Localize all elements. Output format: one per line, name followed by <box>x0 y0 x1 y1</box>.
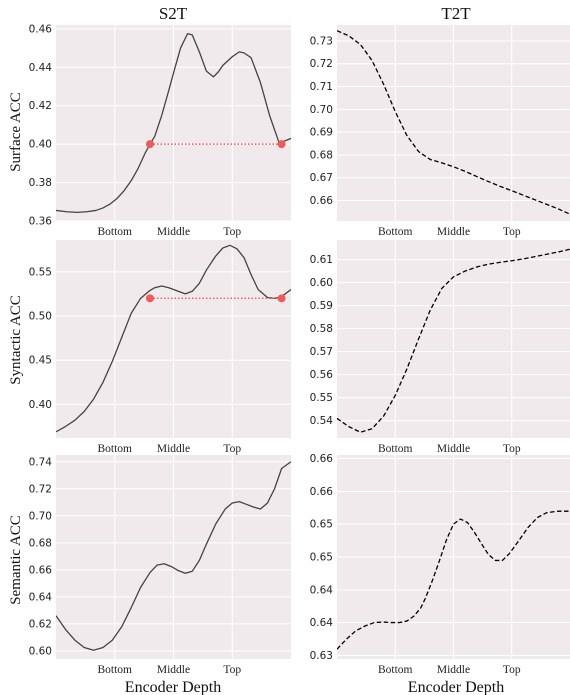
panel-s2t-syntactic: 0.40 0.45 0.50 0.55 Bottom Middle Top Syntactic… <box>8 240 291 455</box>
panel-t2t-syntactic: 0.54 0.55 0.56 0.57 0.58 0.59 0.60 0.61 Bottom Mi… <box>310 240 570 455</box>
x-tick-label: Middle <box>157 226 190 238</box>
y-tick-label: 0.54 <box>310 415 334 427</box>
y-tick-label: 0.36 <box>29 216 53 228</box>
y-tick-label: 0.70 <box>310 104 333 116</box>
y-tick-label: 0.59 <box>310 300 333 312</box>
y-tick-label: 0.72 <box>310 58 333 70</box>
x-axis-label-t2t: Encoder Depth <box>408 679 504 695</box>
x-axis-label-s2t: Encoder Depth <box>125 679 221 695</box>
y-tick-label: 0.56 <box>310 369 334 381</box>
y-tick-label: 0.44 <box>29 62 53 74</box>
y-tick-label: 0.64 <box>29 591 53 603</box>
x-tick-label: Top <box>223 226 241 238</box>
x-tick-label: Top <box>223 664 241 676</box>
reference-marker-end <box>277 294 286 303</box>
y-tick-label: 0.64 <box>310 617 334 629</box>
y-tick-label: 0.58 <box>310 323 333 335</box>
y-tick-label: 0.45 <box>29 355 52 367</box>
x-tick-label: Top <box>503 226 521 238</box>
y-tick-label: 0.40 <box>29 139 52 151</box>
y-tick-label: 0.50 <box>29 311 52 323</box>
y-axis-label: Surface ACC <box>8 92 24 172</box>
y-tick-label: 0.68 <box>310 149 333 161</box>
y-tick-label: 0.63 <box>310 650 333 662</box>
y-tick-label: 0.57 <box>310 346 333 358</box>
y-tick-label: 0.66 <box>310 195 334 207</box>
y-tick-label: 0.42 <box>29 100 52 112</box>
x-tick-label: Bottom <box>97 664 132 676</box>
y-tick-label: 0.71 <box>310 81 333 93</box>
y-tick-label: 0.65 <box>310 518 333 530</box>
x-tick-label: Middle <box>437 664 470 676</box>
panel-s2t-surface: 0.36 0.38 0.40 0.42 0.44 0.46 Bottom Middle Top S… <box>8 23 291 238</box>
y-tick-label: 0.38 <box>29 177 52 189</box>
y-tick-label: 0.62 <box>29 618 52 630</box>
x-tick-label: Top <box>223 443 241 455</box>
series-line <box>337 510 570 650</box>
reference-marker-end <box>277 140 286 149</box>
series-line <box>337 248 570 433</box>
y-tick-label: 0.66 <box>310 486 334 498</box>
y-axis-label: Syntactic ACC <box>8 295 24 385</box>
y-tick-label: 0.68 <box>29 537 52 549</box>
reference-marker-start <box>146 140 154 149</box>
y-tick-label: 0.65 <box>310 552 333 564</box>
y-tick-label: 0.64 <box>310 585 334 597</box>
x-tick-label: Top <box>503 443 521 455</box>
y-tick-label: 0.55 <box>29 266 52 278</box>
y-tick-label: 0.66 <box>310 453 334 465</box>
x-tick-label: Middle <box>437 226 470 238</box>
x-tick-label: Middle <box>437 443 470 455</box>
series-line <box>56 33 291 213</box>
series-line <box>56 244 291 433</box>
series-line <box>56 461 291 651</box>
column-title-s2t: S2T <box>159 4 188 23</box>
x-tick-label: Bottom <box>378 664 413 676</box>
y-tick-label: 0.70 <box>29 510 52 522</box>
y-tick-label: 0.72 <box>29 483 52 495</box>
panels: 0.36 0.38 0.40 0.42 0.44 0.46 Bottom Middle Top S… <box>8 23 570 676</box>
y-tick-label: 0.74 <box>29 456 53 468</box>
x-tick-label: Bottom <box>378 443 413 455</box>
panel-t2t-semantic: 0.63 0.64 0.64 0.65 0.65 0.66 0.66 Bottom Middle… <box>310 453 570 676</box>
x-tick-label: Bottom <box>378 226 413 238</box>
x-tick-label: Bottom <box>97 226 132 238</box>
y-tick-label: 0.66 <box>29 564 53 576</box>
reference-marker-start <box>146 294 154 303</box>
y-tick-label: 0.60 <box>310 277 333 289</box>
x-tick-label: Bottom <box>97 443 132 455</box>
column-title-t2t: T2T <box>441 4 471 23</box>
x-tick-label: Top <box>503 664 521 676</box>
x-tick-label: Middle <box>157 664 190 676</box>
y-axis-label: Semantic ACC <box>8 515 24 605</box>
y-tick-label: 0.73 <box>310 35 333 47</box>
panel-t2t-surface: 0.66 0.67 0.68 0.69 0.70 0.71 0.72 0.73 Bottom Mi… <box>310 25 570 238</box>
y-tick-label: 0.67 <box>310 172 333 184</box>
y-tick-label: 0.60 <box>29 645 52 657</box>
x-tick-label: Middle <box>157 443 190 455</box>
y-tick-label: 0.46 <box>29 23 53 35</box>
y-tick-label: 0.55 <box>310 392 333 404</box>
y-tick-label: 0.40 <box>29 399 52 411</box>
y-tick-label: 0.69 <box>310 127 333 139</box>
panel-s2t-semantic: 0.60 0.62 0.64 0.66 0.68 0.70 0.72 0.74 Bottom Mi… <box>8 455 291 676</box>
y-tick-label: 0.61 <box>310 254 333 266</box>
